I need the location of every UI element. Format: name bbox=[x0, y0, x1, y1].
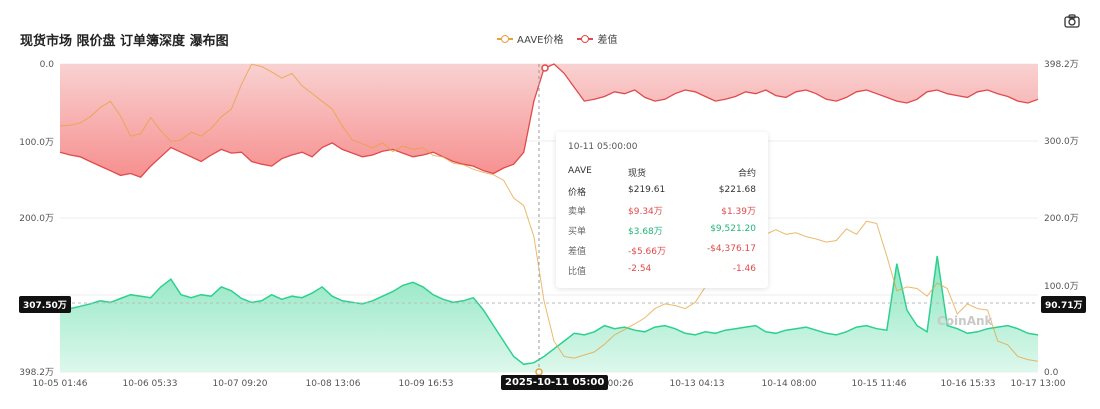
legend-item-price[interactable]: AAVE价格 bbox=[497, 31, 563, 46]
x-tick-label: 10-16 15:33 bbox=[941, 379, 996, 389]
tooltip-futures-value: $1.39万 bbox=[721, 207, 756, 217]
bids-line bbox=[59, 255, 1039, 366]
tooltip-futures-value: $221.68 bbox=[718, 185, 756, 195]
tooltip-futures-value: -$4,376.17 bbox=[706, 244, 756, 254]
legend-price-marker bbox=[497, 34, 513, 44]
x-tick-label: 10-08 13:06 bbox=[306, 379, 361, 389]
y-left-tick-label: 398.2万 bbox=[19, 368, 54, 378]
legend-diff-label: 差值 bbox=[597, 35, 618, 46]
tooltip-futures-value: -1.46 bbox=[732, 264, 756, 274]
chart-title: 现货市场 限价盘 订单簿深度 瀑布图 bbox=[20, 34, 229, 49]
tooltip-spot-value: $219.61 bbox=[628, 185, 666, 195]
tooltip-row-ratio: 比值 -2.54 -1.46 bbox=[568, 264, 756, 278]
y-right-tick-label: 398.2万 bbox=[1044, 60, 1079, 70]
x-tick-label: 10-06 05:33 bbox=[123, 379, 178, 389]
tooltip-header-spot: 现货 bbox=[628, 169, 647, 179]
tooltip-label: 比值 bbox=[568, 267, 587, 277]
y-right-tick-label: 200.0万 bbox=[1044, 214, 1079, 224]
tooltip-spot-value: $9.34万 bbox=[628, 207, 663, 217]
camera-icon[interactable] bbox=[1064, 14, 1080, 28]
diff-line bbox=[59, 63, 1039, 178]
tooltip-spot-value: -2.54 bbox=[628, 264, 652, 274]
tooltip-label: 买单 bbox=[568, 227, 587, 237]
tooltip-spot-value: $3.68万 bbox=[628, 227, 663, 237]
legend: AAVE价格 差值 bbox=[497, 31, 617, 46]
tooltip-label: 差值 bbox=[568, 247, 587, 257]
legend-price-label: AAVE价格 bbox=[517, 35, 564, 46]
tooltip-row-price: 价格 $219.61 $221.68 bbox=[568, 185, 756, 199]
tooltip-label: 卖单 bbox=[568, 207, 587, 217]
tooltip-label: 价格 bbox=[568, 188, 587, 198]
tooltip-row-diff: 差值 -$5.66万 -$4,376.17 bbox=[568, 244, 756, 258]
y-right-tick-label: 300.0万 bbox=[1044, 137, 1079, 147]
tooltip-header-asset: AAVE bbox=[568, 166, 592, 176]
legend-item-diff[interactable]: 差值 bbox=[577, 31, 617, 46]
x-tick-label: 10-15 11:46 bbox=[852, 379, 907, 389]
crosshair-right-value: 90.71万 bbox=[1041, 296, 1087, 313]
tooltip-row-bids: 买单 $3.68万 $9,521.20 bbox=[568, 224, 756, 238]
tooltip: 10-11 05:00:00 AAVE 现货 合约 价格 $219.61 $22… bbox=[556, 132, 768, 288]
tooltip-spot-value: -$5.66万 bbox=[628, 247, 667, 257]
tooltip-futures-value: $9,521.20 bbox=[710, 224, 756, 234]
tooltip-row-asks: 卖单 $9.34万 $1.39万 bbox=[568, 204, 756, 218]
x-tick-label: 10-14 08:00 bbox=[762, 379, 817, 389]
x-tick-label: 10-05 01:46 bbox=[33, 379, 88, 389]
x-tick-label: 10-09 16:53 bbox=[399, 379, 454, 389]
crosshair-x-value: 2025-10-11 05:00 bbox=[501, 375, 609, 390]
y-right-tick-label: 100.0万 bbox=[1044, 282, 1079, 292]
watermark: CoinAnk bbox=[937, 314, 993, 328]
crosshair-left-value: 307.50万 bbox=[19, 296, 71, 313]
y-left-tick-label: 0.0 bbox=[40, 60, 55, 70]
bids-area bbox=[60, 256, 1038, 372]
legend-diff-marker bbox=[577, 34, 594, 44]
tooltip-header-row: AAVE 现货 合约 bbox=[568, 166, 756, 180]
y-left-tick-label: 100.0万 bbox=[19, 138, 54, 148]
x-tick-label: 10-13 04:13 bbox=[670, 379, 725, 389]
tooltip-time: 10-11 05:00:00 bbox=[568, 142, 638, 152]
price-line bbox=[59, 63, 1039, 362]
diff-area bbox=[60, 64, 1038, 178]
crosshair-point-diff bbox=[541, 64, 549, 72]
tooltip-header-futures: 合约 bbox=[737, 169, 756, 179]
y-right-tick-label: 0.0 bbox=[1044, 368, 1059, 378]
y-left-tick-label: 200.0万 bbox=[19, 214, 54, 224]
x-tick-label: 10-07 09:20 bbox=[213, 379, 268, 389]
x-tick-label: 10-17 13:00 bbox=[1011, 379, 1066, 389]
